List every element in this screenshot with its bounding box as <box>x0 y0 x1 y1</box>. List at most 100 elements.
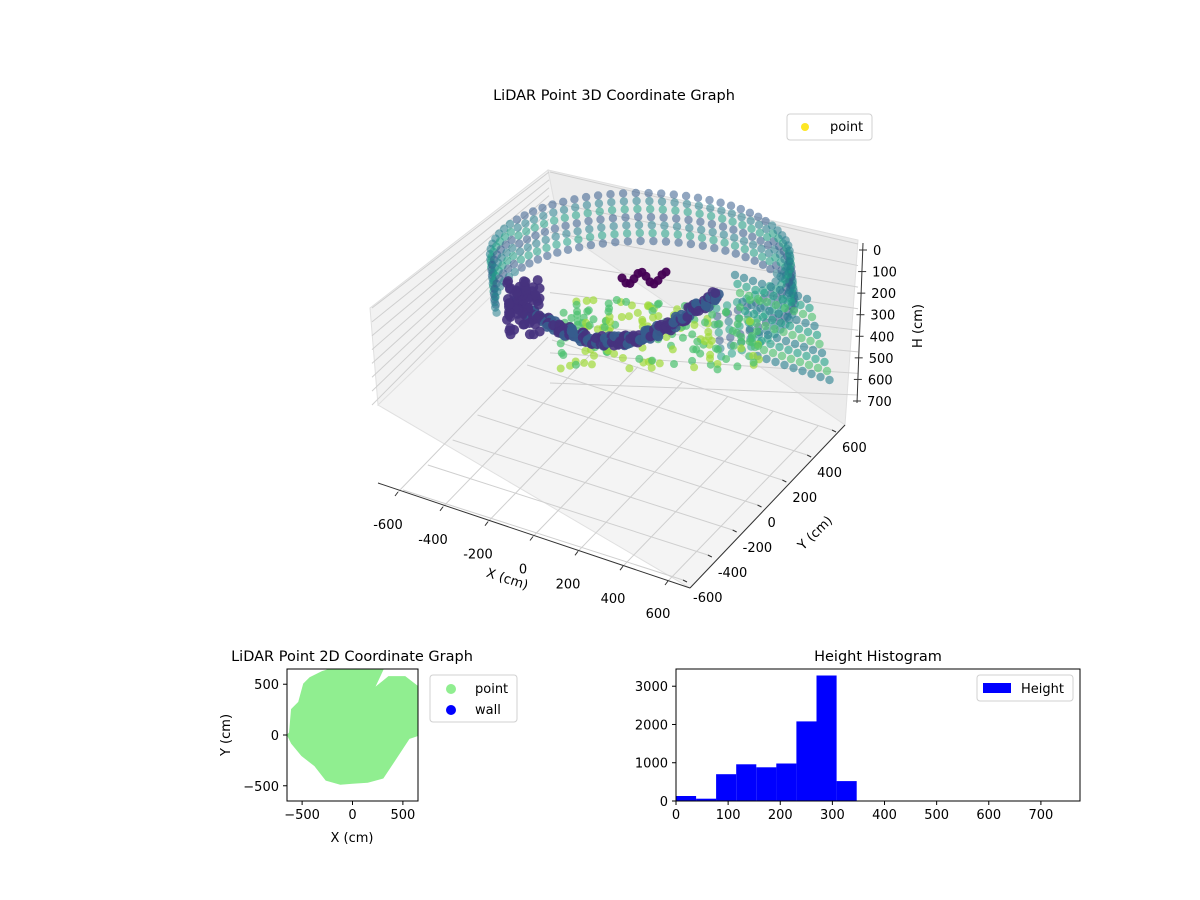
y-ticks-2d: −500 0 500 <box>243 678 287 795</box>
z-axis-line-3d <box>856 242 864 404</box>
point-3d <box>789 306 799 316</box>
point-3d <box>529 215 539 224</box>
point-3d <box>502 248 511 257</box>
histogram-bar <box>696 798 717 801</box>
point-3d <box>807 312 817 322</box>
point-3d <box>707 219 717 229</box>
point-3d <box>586 240 596 250</box>
point-3d <box>551 232 560 241</box>
point-3d <box>617 313 626 321</box>
point-3d <box>714 328 723 337</box>
point-3d <box>759 345 769 355</box>
point-3d <box>520 211 529 220</box>
point-3d <box>717 206 726 215</box>
point-3d <box>825 375 834 385</box>
point-3d <box>685 231 695 241</box>
point-3d <box>815 339 824 349</box>
point-3d <box>516 255 526 264</box>
point-3d <box>756 303 765 313</box>
point-3d <box>513 223 522 232</box>
point-3d <box>622 221 631 230</box>
grid-line-z-left <box>371 179 550 323</box>
x-ticks-histogram: 0 100 200 300 400 500 600 700 <box>672 801 1053 823</box>
y-axis-line-3d <box>689 424 846 589</box>
point-3d <box>573 227 582 236</box>
point-3d <box>708 227 717 237</box>
y-tick-mark-3d <box>782 479 787 483</box>
point-3d <box>722 355 731 363</box>
point-3d <box>530 290 541 301</box>
point-3d <box>766 282 776 292</box>
point-3d <box>751 285 760 295</box>
point-3d <box>633 204 642 214</box>
point-3d <box>611 238 620 247</box>
x-tick-mark-3d <box>619 565 624 571</box>
point-3d <box>733 362 742 371</box>
point-3d <box>682 199 692 209</box>
point-3d <box>729 225 738 234</box>
point-3d <box>518 319 529 330</box>
grid-line-y <box>477 414 758 506</box>
x-tick-label-2d: 500 <box>390 808 415 823</box>
y-tick-label-3d: -600 <box>693 591 723 606</box>
point-3d <box>739 228 748 238</box>
point-3d <box>753 327 762 336</box>
legend-3d-frame <box>786 113 873 141</box>
point-3d <box>635 354 644 363</box>
point-3d <box>595 207 604 216</box>
point-3d <box>508 243 517 253</box>
point-3d <box>660 221 669 230</box>
point-3d <box>581 347 590 355</box>
point-3d <box>514 231 523 240</box>
y-tick-mark-3d <box>757 504 762 508</box>
point-3d <box>661 267 671 277</box>
point-3d <box>799 342 809 352</box>
point-3d <box>580 358 589 367</box>
point-3d <box>500 224 509 233</box>
point-3d <box>780 303 790 313</box>
point-3d <box>662 333 671 341</box>
point-3d <box>806 336 815 346</box>
point-3d <box>622 297 631 306</box>
histogram-bar <box>836 781 857 801</box>
grid-line-z <box>549 171 859 245</box>
grid-line-z-left <box>371 187 550 337</box>
point-3d <box>756 236 765 245</box>
point-3d <box>584 306 593 315</box>
point-3d <box>746 296 754 305</box>
x-tick-mark-3d <box>529 536 534 541</box>
grid-line-y <box>551 339 833 431</box>
point-3d <box>570 195 579 204</box>
point-3d <box>788 330 797 340</box>
point-3d <box>530 223 539 232</box>
y-tick-mark-3d <box>682 579 688 583</box>
point-3d <box>739 236 749 246</box>
histogram-bar <box>816 675 837 801</box>
point-3d <box>559 197 568 206</box>
x-tick-mark-3d <box>484 521 489 526</box>
histogram-bars <box>676 675 857 801</box>
point-3d <box>622 229 632 238</box>
point-3d <box>585 224 594 234</box>
legend-histogram-label: Height <box>1021 682 1064 697</box>
point-3d <box>748 232 757 241</box>
point-3d <box>634 220 644 230</box>
y-tick-label-histogram: 0 <box>660 795 668 810</box>
point-3d <box>779 327 788 337</box>
point-3d <box>740 244 749 254</box>
point-3d <box>575 243 584 252</box>
point-3d <box>726 201 736 210</box>
point-3d <box>736 303 744 312</box>
y-tick-label-3d: -200 <box>743 541 773 556</box>
point-3d <box>500 232 510 241</box>
x-tick-mark-3d <box>664 580 669 586</box>
z-tick-label-3d: 100 <box>872 266 897 281</box>
point-3d <box>688 356 697 365</box>
point-3d <box>755 297 764 305</box>
point-3d <box>584 216 593 226</box>
point-3d <box>678 333 687 342</box>
point-3d <box>766 339 775 349</box>
histogram: Height Histogram 0 100 200 300 400 500 600 700 … <box>635 649 1081 823</box>
z-tick-label-3d: 700 <box>867 395 892 410</box>
point-3d <box>589 315 598 324</box>
